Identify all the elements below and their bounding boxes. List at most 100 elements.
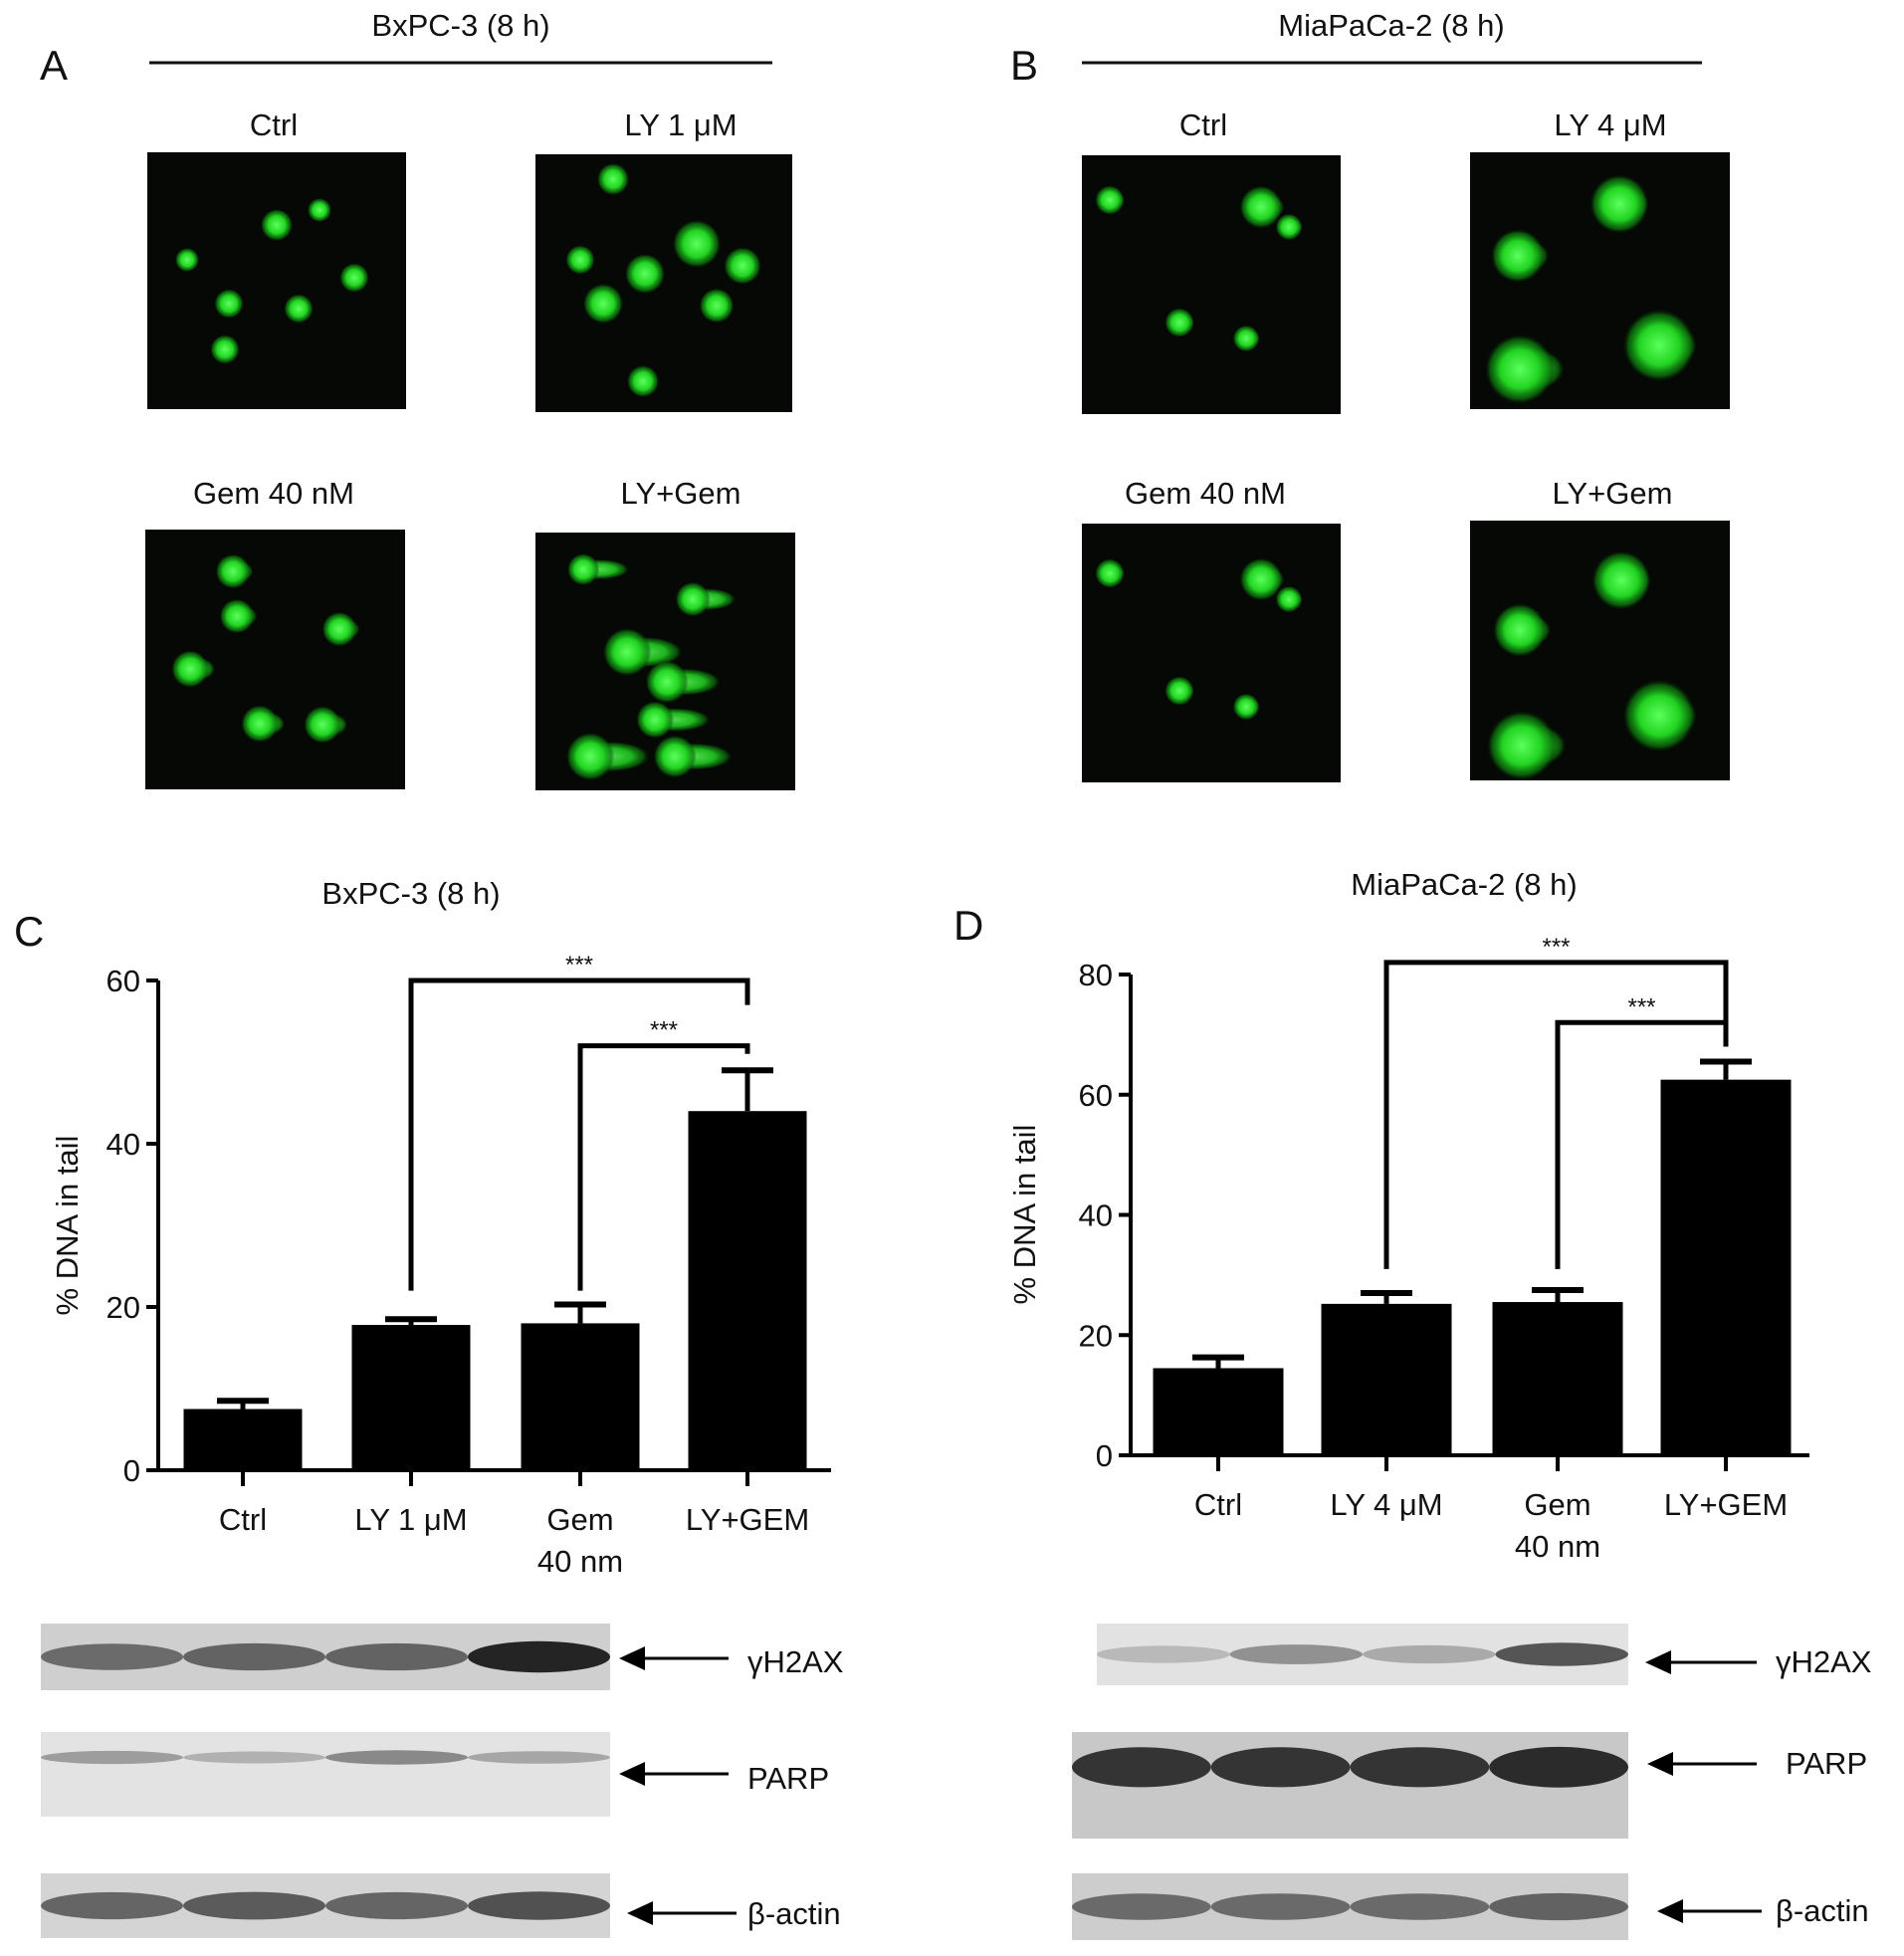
- image-label: Ctrl: [1179, 108, 1227, 142]
- blot-band: [1229, 1644, 1363, 1664]
- blot-band: [1097, 1645, 1230, 1663]
- blot-band: [1495, 1642, 1628, 1666]
- comet-head: [174, 247, 200, 273]
- comet-head: [219, 598, 255, 634]
- western-blot-strip: [1097, 1624, 1628, 1685]
- significance-bracket: [1555, 1019, 1729, 1269]
- y-tick-label: 20: [106, 1290, 140, 1325]
- comet-head: [1164, 308, 1194, 337]
- arrow-head: [619, 1646, 645, 1670]
- comet-head: [1232, 325, 1260, 352]
- comet-assay-image: [1082, 155, 1341, 414]
- x-tick-label: LY 1 μM: [354, 1502, 467, 1537]
- blot-background: [41, 1732, 610, 1817]
- blot-band: [1350, 1747, 1490, 1788]
- comet-head: [241, 705, 279, 743]
- blot-label-bactin-right: β-actin: [1776, 1893, 1869, 1928]
- blot-band: [1489, 1746, 1628, 1788]
- y-tick-label: 80: [1079, 958, 1113, 992]
- image-background: [535, 154, 792, 412]
- y-tick-label: 40: [1079, 1198, 1113, 1233]
- image-background: [1082, 155, 1341, 414]
- y-tick-label: 60: [106, 964, 140, 998]
- blot-band: [183, 1891, 325, 1920]
- blot-band: [1210, 1747, 1351, 1788]
- comet-assay-image: [1470, 152, 1730, 409]
- blot-band: [468, 1751, 610, 1764]
- x-tick-label: LY 4 μM: [1330, 1487, 1442, 1522]
- significance-stars: ***: [1542, 934, 1570, 961]
- comet-head: [566, 552, 600, 586]
- comet-head: [636, 701, 674, 739]
- blot-band: [1072, 1747, 1211, 1788]
- comet-head: [582, 283, 624, 325]
- x-tick-label: Ctrl: [1194, 1487, 1242, 1522]
- comet-head: [1589, 174, 1649, 234]
- blot-label-gh2ax-left: γH2AX: [747, 1644, 844, 1679]
- comet-head: [699, 288, 735, 324]
- blot-label-gh2ax-right: γH2AX: [1776, 1644, 1872, 1679]
- comet-head: [1622, 309, 1696, 382]
- y-tick-label: 60: [1079, 1078, 1113, 1113]
- panel-letter-c: C: [14, 908, 44, 955]
- x-tick-label: Ctrl: [219, 1502, 267, 1537]
- western-blot-strip: [41, 1873, 610, 1938]
- panel-letter-b: B: [1010, 42, 1038, 89]
- comet-head: [307, 197, 332, 223]
- comet-head: [1164, 676, 1194, 706]
- y-tick-label: 0: [1096, 1438, 1113, 1473]
- comet-assay-image: [1470, 521, 1730, 781]
- significance-stars: ***: [1627, 993, 1655, 1020]
- x-tick-label: Gem: [1524, 1487, 1590, 1522]
- blot-band: [1210, 1893, 1351, 1920]
- blot-band: [1350, 1893, 1490, 1920]
- x-tick-label: Gem: [546, 1502, 613, 1537]
- comet-head: [624, 253, 666, 295]
- bar: [521, 1323, 640, 1470]
- western-blot-strip: [41, 1732, 610, 1817]
- blot-band: [41, 1891, 183, 1920]
- western-blot-strip: [1072, 1732, 1628, 1839]
- chart-d-title: MiaPaCa-2 (8 h): [1351, 867, 1577, 902]
- comet-head: [565, 245, 595, 275]
- arrow-icon: [1657, 1899, 1762, 1923]
- bar: [1660, 1079, 1792, 1455]
- chart-d-y-axis-label: % DNA in tail: [1007, 1125, 1042, 1305]
- comet-assay-image: [147, 152, 406, 409]
- arrow-icon: [1647, 1752, 1757, 1776]
- blot-band: [1363, 1644, 1496, 1664]
- significance-bracket: [408, 978, 750, 1291]
- comet-head: [675, 581, 711, 617]
- comet-assay-image: [1082, 524, 1341, 782]
- blot-band: [468, 1640, 610, 1673]
- comet-head: [1491, 229, 1545, 283]
- significance-stars: ***: [565, 952, 593, 978]
- panel-a-title: BxPC-3 (8 h): [371, 8, 549, 43]
- significance-stars: ***: [650, 1017, 678, 1044]
- comet-head: [626, 364, 660, 398]
- blot-band: [468, 1891, 610, 1920]
- image-label: Gem 40 nM: [193, 476, 354, 511]
- chart-c: Ctrl LY 1 μM Gem 40 nm LY+GEM 0 20 40 60 *** ***: [106, 952, 831, 1579]
- comet-head: [1484, 333, 1556, 405]
- image-label: LY 4 μM: [1554, 108, 1666, 142]
- comet-head: [304, 706, 341, 744]
- comet-head: [260, 208, 294, 242]
- bar: [1492, 1302, 1623, 1455]
- significance-bracket: [1383, 960, 1729, 1269]
- image-label: LY+Gem: [1553, 476, 1673, 511]
- chart-c-title: BxPC-3 (8 h): [321, 876, 500, 911]
- comet-head: [1493, 603, 1547, 657]
- blot-label-parp-left: PARP: [747, 1761, 829, 1796]
- panel-letter-d: D: [953, 902, 983, 949]
- comet-head: [321, 611, 357, 647]
- bar: [688, 1111, 807, 1470]
- comet-head: [1095, 185, 1125, 215]
- comet-head: [645, 660, 689, 704]
- blot-band: [325, 1642, 468, 1671]
- blot-label-parp-right: PARP: [1786, 1746, 1867, 1781]
- comet-assay-image: [535, 154, 792, 412]
- image-label: Ctrl: [250, 108, 298, 142]
- x-tick-label: LY+GEM: [1664, 1487, 1788, 1522]
